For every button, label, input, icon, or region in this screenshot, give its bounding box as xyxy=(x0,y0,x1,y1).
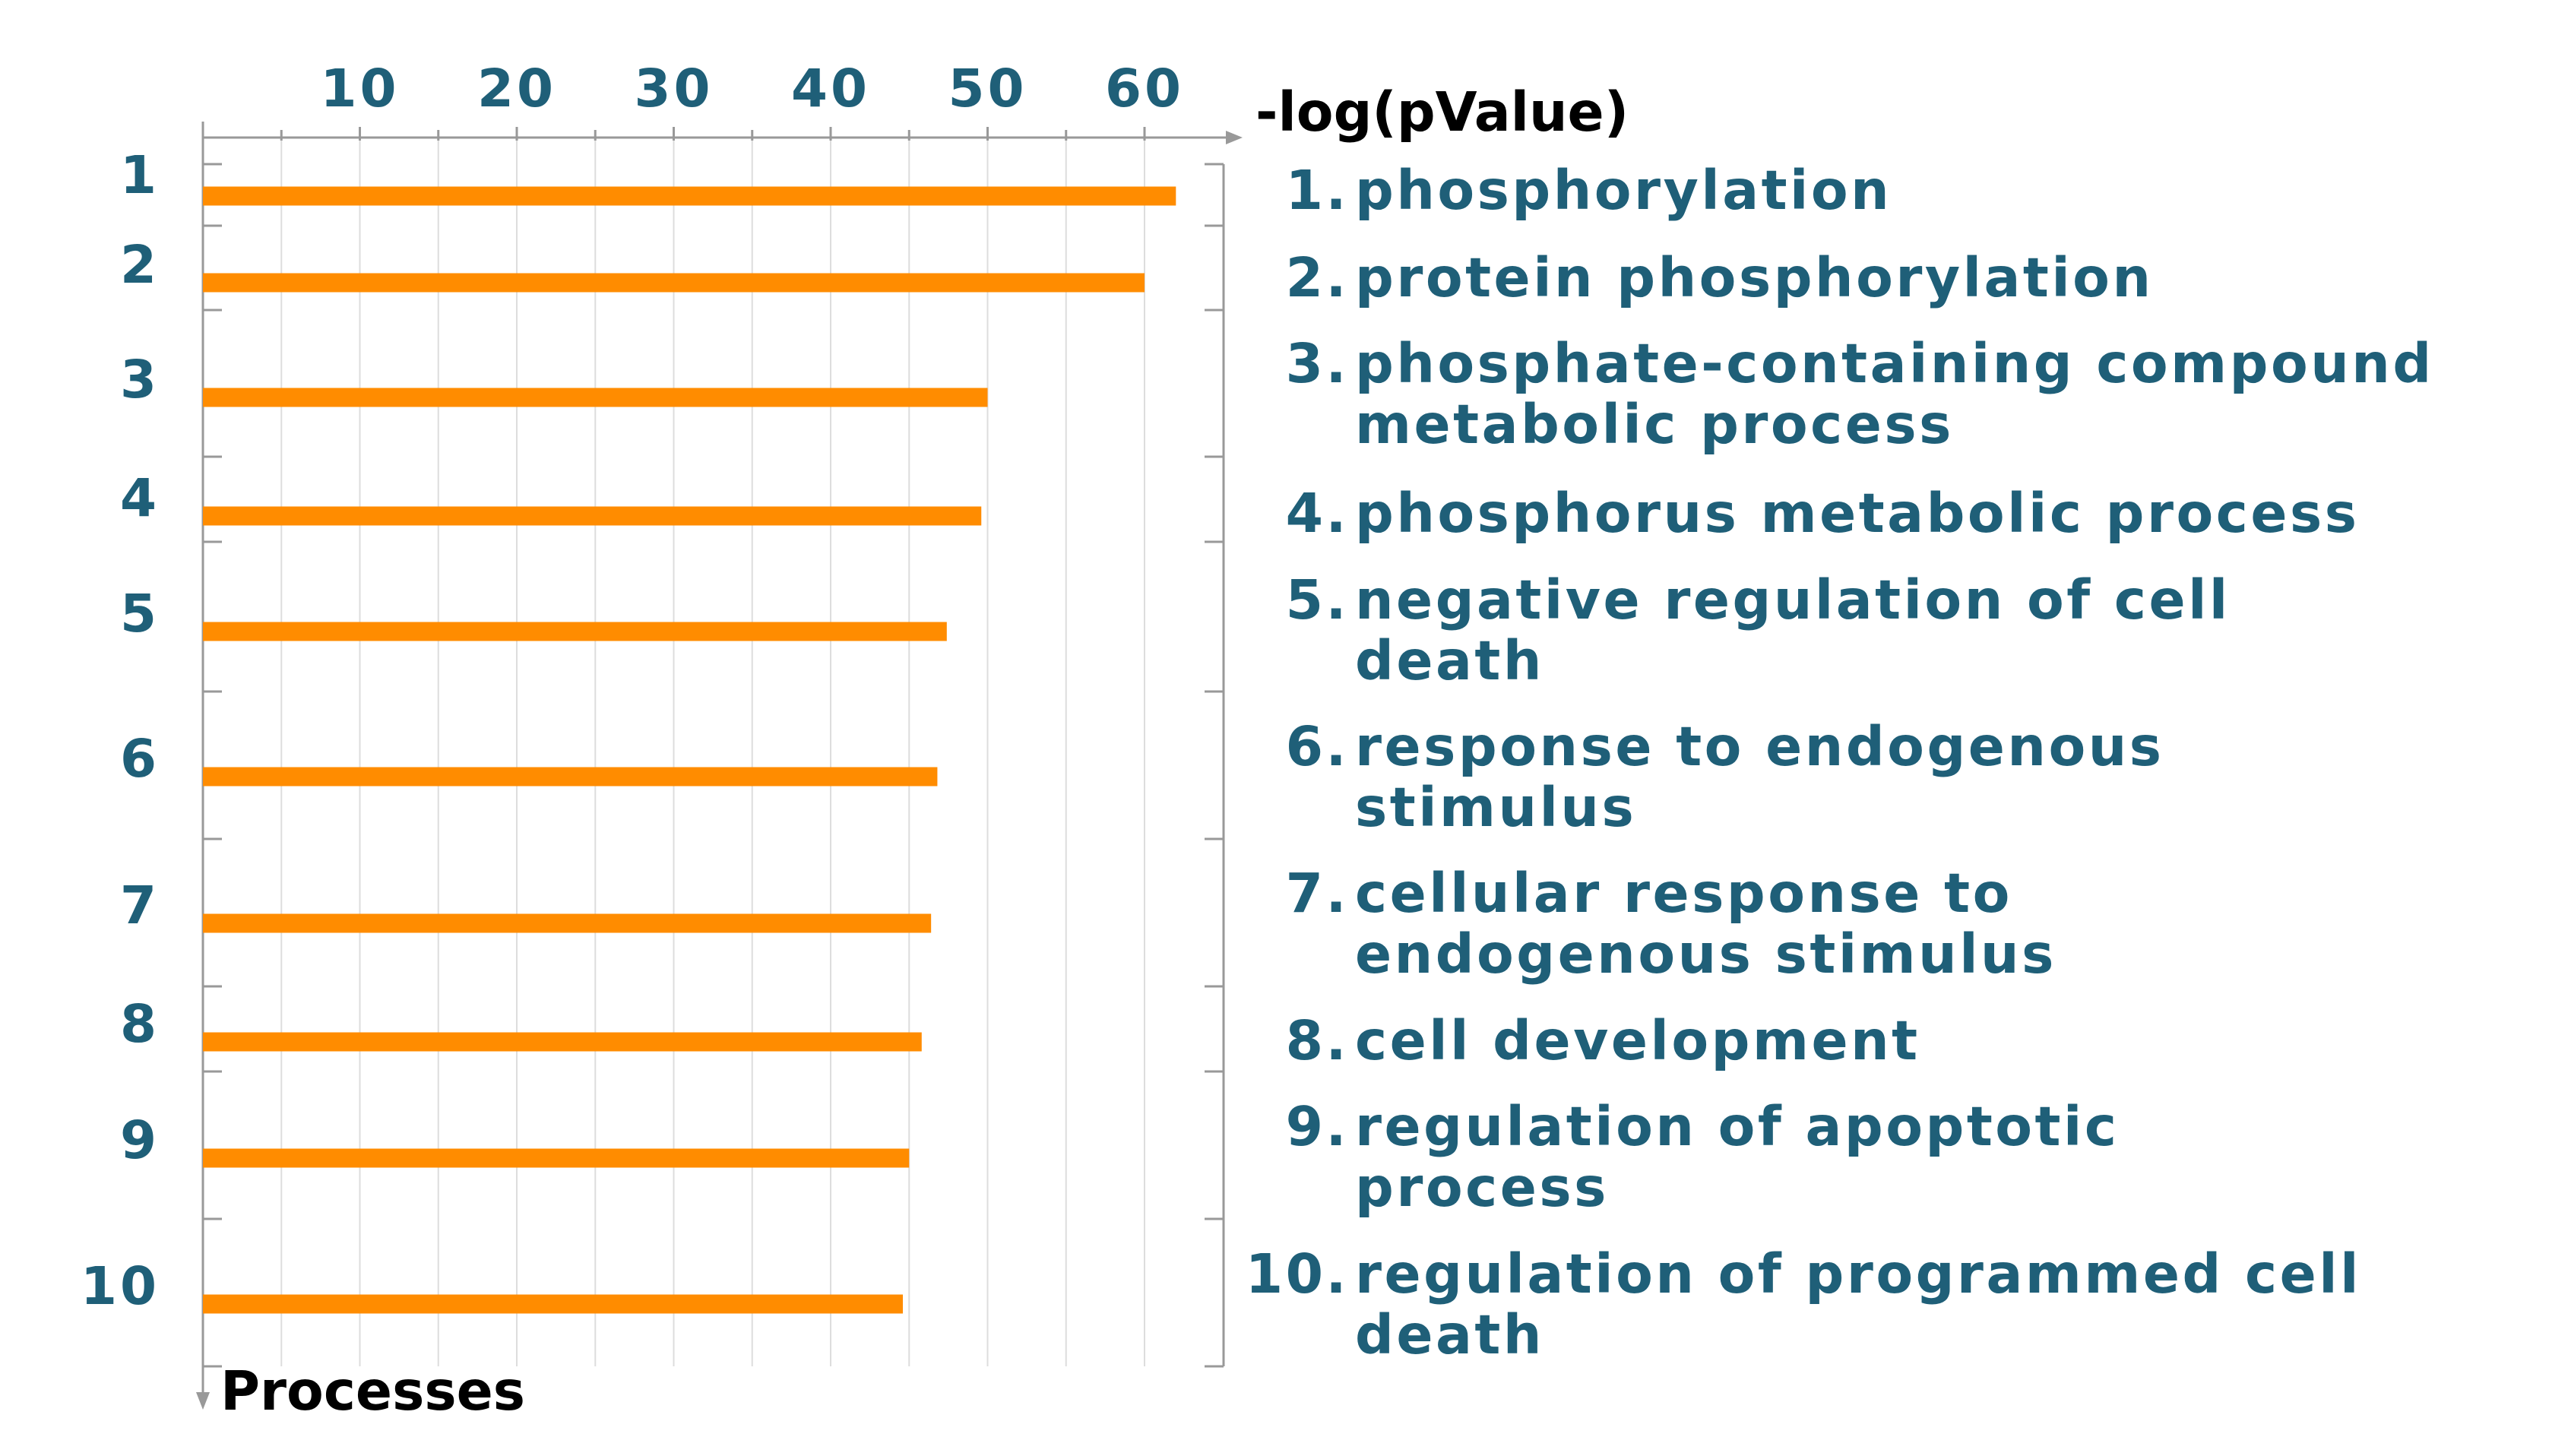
bar xyxy=(203,622,947,641)
category-label: 9 xyxy=(120,1110,160,1171)
category-label: 4 xyxy=(120,468,160,529)
bar xyxy=(203,1148,910,1168)
bar xyxy=(203,767,938,787)
bar xyxy=(203,1032,922,1052)
legend-number: 8. xyxy=(1286,1009,1349,1072)
bar xyxy=(203,273,1145,293)
legend-label: endogenous stimulus xyxy=(1355,923,2056,986)
legend-label: phosphate-containing compound xyxy=(1355,332,2434,395)
legend-label: regulation of apoptotic xyxy=(1355,1095,2119,1158)
x-tick-label: 10 xyxy=(320,59,399,119)
legend-number: 9. xyxy=(1286,1095,1349,1158)
category-label: 2 xyxy=(120,235,160,296)
category-label: 5 xyxy=(120,584,160,644)
legend-label: death xyxy=(1355,629,1544,692)
legend-label: cellular response to xyxy=(1355,862,2012,925)
legend-label: process xyxy=(1355,1156,1609,1219)
legend-label: stimulus xyxy=(1355,776,1636,839)
legend-number: 4. xyxy=(1286,482,1349,545)
x-tick-label: 20 xyxy=(477,59,556,119)
category-label: 3 xyxy=(120,350,160,410)
legend-label: response to endogenous xyxy=(1355,715,2164,778)
category-label: 10 xyxy=(81,1256,160,1317)
legend-number: 5. xyxy=(1286,568,1349,631)
category-label: 6 xyxy=(120,729,160,790)
legend-number: 10. xyxy=(1246,1242,1349,1306)
legend-number: 1. xyxy=(1286,159,1349,222)
y-axis-arrow xyxy=(196,1392,210,1410)
x-axis-title: -log(pValue) xyxy=(1255,81,1629,144)
legend-label: regulation of programmed cell xyxy=(1355,1242,2361,1306)
legend-label: protein phosphorylation xyxy=(1355,246,2154,309)
legend-label: negative regulation of cell xyxy=(1355,568,2231,631)
bar xyxy=(203,186,1176,206)
x-tick-label: 30 xyxy=(634,59,713,119)
legend-number: 6. xyxy=(1286,715,1349,778)
bar xyxy=(203,1294,903,1314)
legend-label: death xyxy=(1355,1303,1544,1366)
category-label: 8 xyxy=(120,994,160,1055)
legend-label: cell development xyxy=(1355,1009,1920,1072)
legend-number: 2. xyxy=(1286,246,1349,309)
legend-number: 7. xyxy=(1286,862,1349,925)
bar xyxy=(203,388,988,407)
x-tick-label: 60 xyxy=(1105,59,1184,119)
category-label: 7 xyxy=(120,875,160,936)
y-axis-title: Processes xyxy=(220,1359,525,1423)
legend-number: 3. xyxy=(1286,332,1349,395)
bar xyxy=(203,506,982,526)
legend-label: phosphorylation xyxy=(1355,159,1892,222)
x-tick-label: 50 xyxy=(948,59,1027,119)
x-tick-label: 40 xyxy=(791,59,870,119)
legend-label: metabolic process xyxy=(1355,393,1954,456)
bar xyxy=(203,913,932,933)
x-axis-arrow xyxy=(1226,131,1243,144)
category-label: 1 xyxy=(120,145,160,206)
legend-label: phosphorus metabolic process xyxy=(1355,482,2360,545)
